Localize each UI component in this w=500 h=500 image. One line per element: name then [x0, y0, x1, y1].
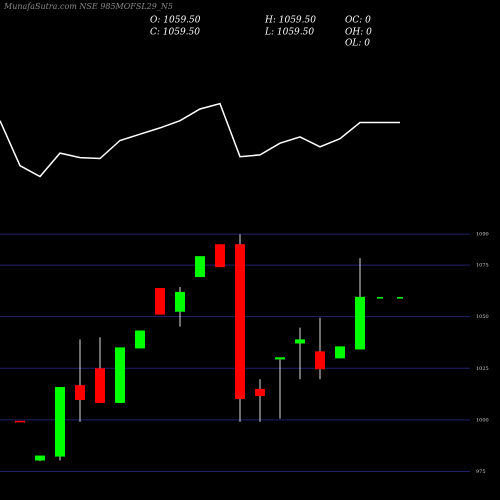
ohlc-close: C: 1059.50 — [150, 28, 200, 38]
candle-body — [195, 256, 205, 278]
candle-body — [15, 420, 25, 423]
candle-body — [397, 297, 403, 299]
ohlc-low: L: 1059.50 — [264, 28, 314, 38]
ohlc-oh: OH: 0 — [345, 28, 372, 38]
candle-body — [315, 351, 325, 370]
candle-body — [355, 296, 365, 350]
y-tick-label: 1075 — [476, 263, 489, 269]
y-tick-label: 1090 — [476, 232, 489, 238]
candle-body — [155, 287, 165, 315]
candle-body — [295, 339, 305, 344]
candle-body — [35, 455, 45, 461]
y-tick-label: 975 — [476, 469, 486, 475]
ohlc-high: H: 1059.50 — [264, 16, 316, 26]
candle-body — [275, 357, 285, 360]
header-title: MunafaSutra.com NSE 985MOFSL29_N5 — [3, 2, 173, 11]
candle-body — [235, 244, 245, 399]
y-tick-label: 1050 — [476, 314, 489, 320]
candle-body — [255, 388, 265, 397]
ohlc-ol: OL: 0 — [345, 39, 370, 49]
candle-body — [175, 291, 185, 312]
candle-body — [55, 387, 65, 457]
candle-body — [135, 330, 145, 349]
price-line — [0, 102, 400, 178]
y-tick-label: 1000 — [476, 417, 489, 423]
candle-body — [377, 297, 383, 299]
ohlc-open: O: 1059.50 — [150, 16, 201, 26]
ohlc-oc: OC: 0 — [345, 16, 371, 26]
y-tick-label: 1025 — [476, 366, 489, 372]
candle-body — [215, 244, 225, 268]
candle-body — [75, 385, 85, 401]
candle-body — [335, 346, 345, 359]
candle-body — [95, 368, 105, 403]
candle-body — [115, 347, 125, 403]
